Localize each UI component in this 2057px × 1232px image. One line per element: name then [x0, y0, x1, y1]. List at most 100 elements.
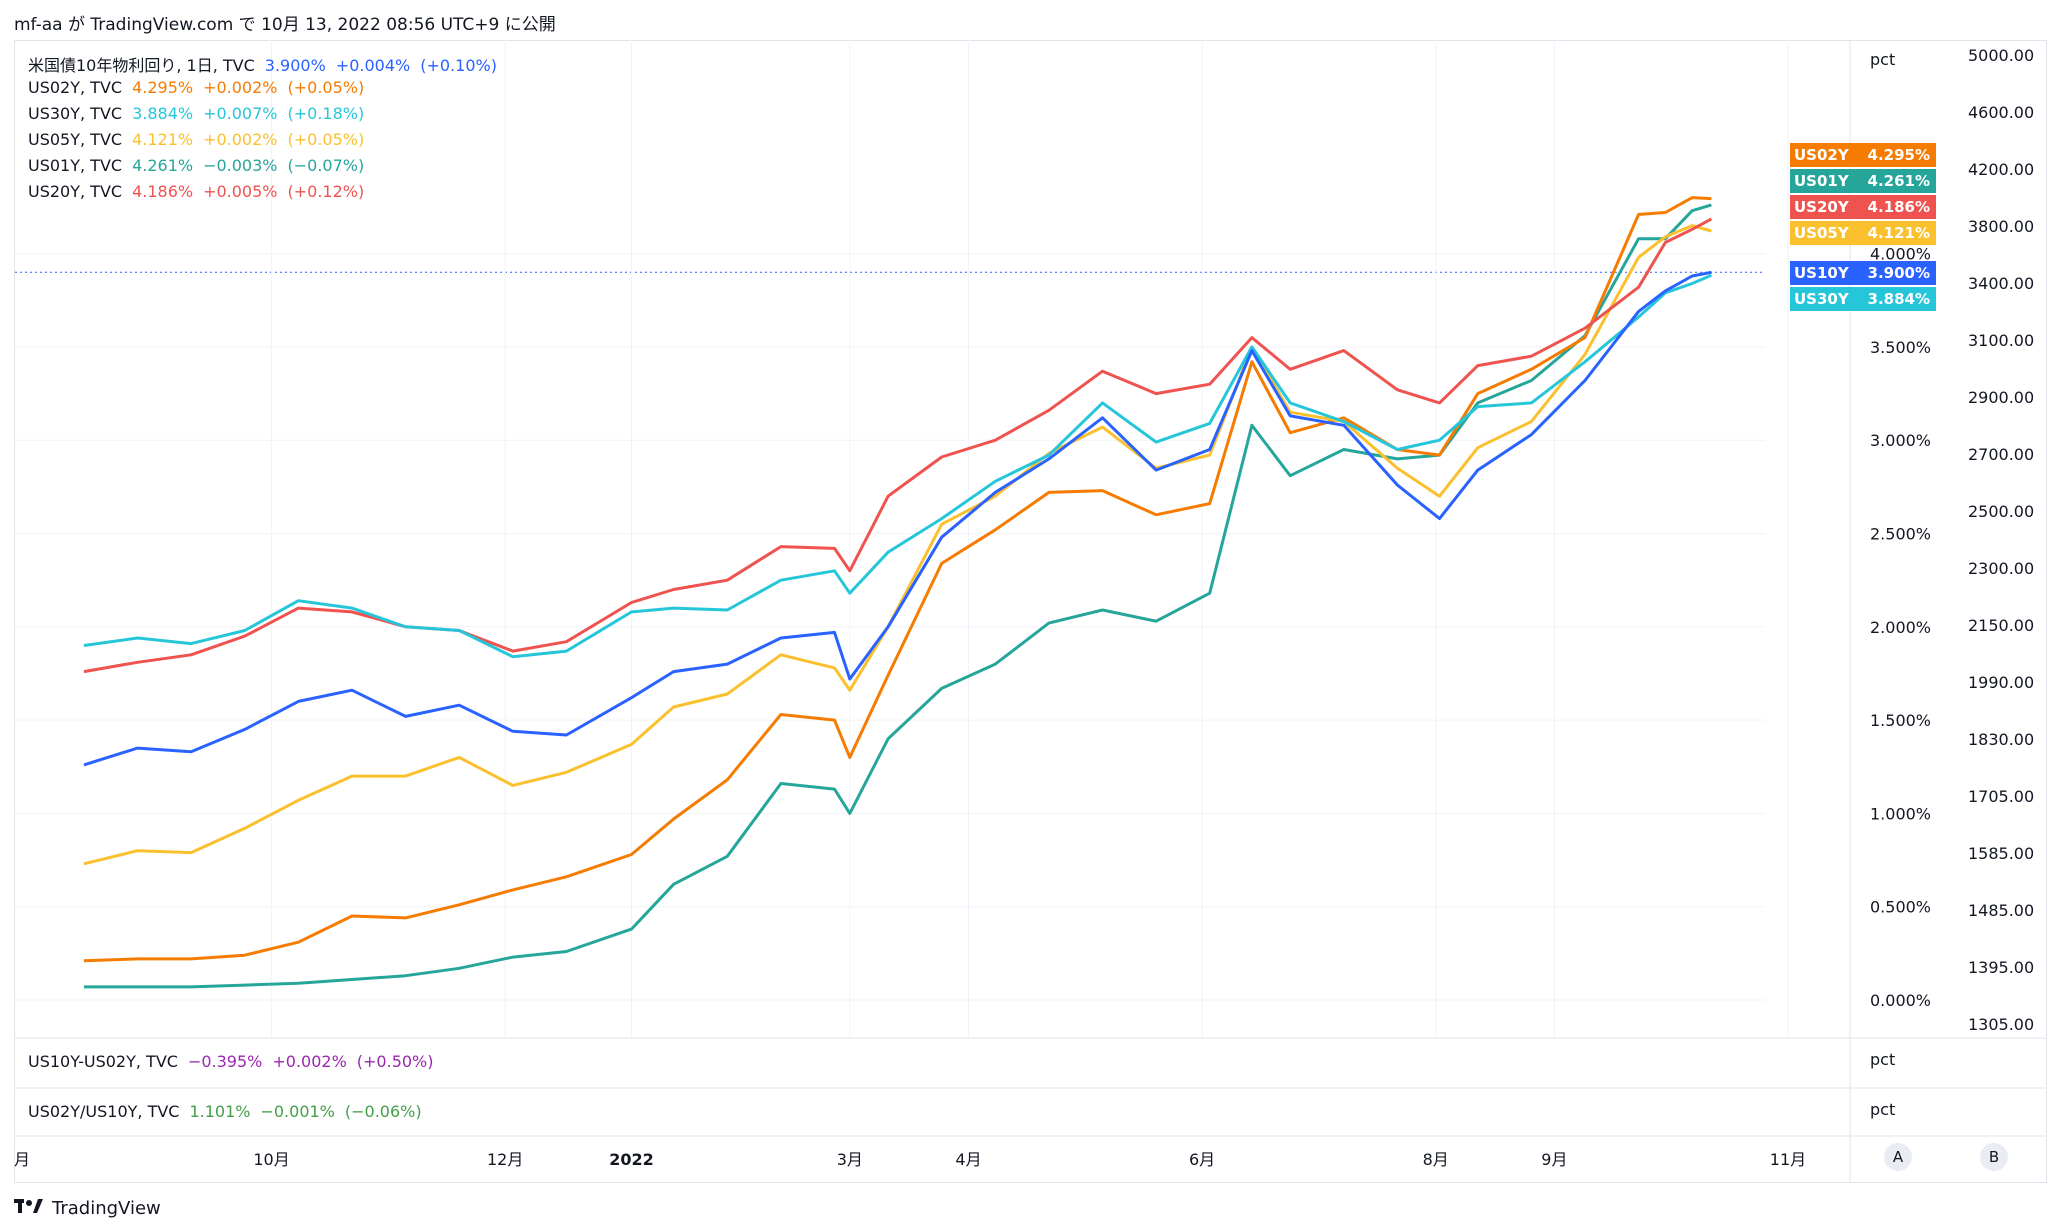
y-tick-label: 2.500%	[1870, 525, 1931, 544]
legend-row[interactable]: US30Y, TVC 3.884% +0.007% (+0.18%)	[28, 104, 374, 123]
y-tick-label: 1.000%	[1870, 804, 1931, 823]
price-badge: US30Y 3.884%	[1790, 287, 1936, 311]
ratio-pct: (−0.06%)	[344, 1102, 422, 1121]
x-tick-label: 11月	[1770, 1150, 1806, 1169]
ratio-name: US02Y/US10Y, TVC	[28, 1102, 180, 1121]
y-tick-right-label: 4200.00	[1968, 160, 2034, 179]
legend-name: US01Y, TVC	[28, 156, 123, 175]
legend-pct: (+0.05%)	[287, 130, 365, 149]
badge-symbol: US20Y	[1794, 198, 1849, 216]
x-tick-label: 9月	[1541, 1150, 1567, 1169]
legend-name: 米国債10年物利回り, 1日, TVC	[28, 56, 255, 75]
series-line-us01y	[83, 203, 1712, 989]
price-badge: US05Y 4.121%	[1790, 221, 1936, 245]
badge-symbol: US01Y	[1794, 172, 1849, 190]
spread-pct: (+0.50%)	[356, 1052, 434, 1071]
badge-value: 4.121%	[1867, 224, 1930, 242]
x-tick-label: 4月	[955, 1150, 981, 1169]
legend-value: 4.295%	[132, 78, 194, 97]
spread-value: −0.395%	[187, 1052, 263, 1071]
spread-name: US10Y-US02Y, TVC	[28, 1052, 178, 1071]
legend-row[interactable]: US02Y, TVC 4.295% +0.002% (+0.05%)	[28, 78, 374, 97]
badge-symbol: US02Y	[1794, 146, 1849, 164]
legend-name: US20Y, TVC	[28, 182, 123, 201]
series-line-us05y	[83, 224, 1712, 866]
pane-unit-spread: pct	[1870, 1050, 1896, 1069]
pane-unit-ratio: pct	[1870, 1100, 1896, 1119]
legend-value: 3.884%	[132, 104, 194, 123]
y-tick-right-label: 1305.00	[1968, 1015, 2034, 1034]
y-tick-right-label: 1585.00	[1968, 844, 2034, 863]
y-tick-right-label: 2500.00	[1968, 502, 2034, 521]
badge-symbol: US05Y	[1794, 224, 1849, 242]
series-line-us30y	[83, 273, 1712, 659]
x-tick-label: 12月	[487, 1150, 523, 1169]
y-tick-right-label: 4600.00	[1968, 103, 2034, 122]
y-tick-right-label: 2900.00	[1968, 388, 2034, 407]
x-tick-label: 8月	[1423, 1150, 1449, 1169]
x-tick-label: 2022	[609, 1150, 654, 1169]
spread-pane-legend: US10Y-US02Y, TVC −0.395% +0.002% (+0.50%)	[28, 1052, 444, 1071]
y-tick-right-label: 3800.00	[1968, 217, 2034, 236]
chart-frame	[14, 40, 2047, 1183]
series-line-us10y	[83, 270, 1712, 767]
legend-change: +0.005%	[203, 182, 278, 201]
y-tick-right-label: 1830.00	[1968, 730, 2034, 749]
pane-unit-main: pct	[1870, 50, 1896, 69]
x-tick-label: 3月	[837, 1150, 863, 1169]
y-tick-right-label: 1705.00	[1968, 787, 2034, 806]
legend-change: +0.002%	[203, 78, 278, 97]
legend-row[interactable]: US05Y, TVC 4.121% +0.002% (+0.05%)	[28, 130, 374, 149]
legend-name: US05Y, TVC	[28, 130, 123, 149]
y-tick-right-label: 5000.00	[1968, 46, 2034, 65]
x-tick-label: 10月	[253, 1150, 289, 1169]
legend-pct: (+0.12%)	[287, 182, 365, 201]
legend-row[interactable]: US20Y, TVC 4.186% +0.005% (+0.12%)	[28, 182, 374, 201]
x-tick-label: 6月	[1189, 1150, 1215, 1169]
y-tick-label: 3.000%	[1870, 431, 1931, 450]
legend-pct: (−0.07%)	[287, 156, 365, 175]
legend-value: 3.900%	[264, 56, 326, 75]
price-badge: US01Y 4.261%	[1790, 169, 1936, 193]
y-tick-right-label: 1485.00	[1968, 901, 2034, 920]
y-tick-right-label: 1990.00	[1968, 673, 2034, 692]
y-tick-label: 2.000%	[1870, 618, 1931, 637]
price-badge: US02Y 4.295%	[1790, 143, 1936, 167]
x-tick-label: 月	[14, 1150, 30, 1169]
badge-value: 4.295%	[1867, 146, 1930, 164]
legend-row[interactable]: 米国債10年物利回り, 1日, TVC 3.900% +0.004% (+0.10%)	[28, 52, 507, 76]
legend-pct: (+0.05%)	[287, 78, 365, 97]
scale-auto-button[interactable]: A	[1884, 1143, 1912, 1171]
price-badge: US20Y 4.186%	[1790, 195, 1936, 219]
badge-value: 3.884%	[1867, 290, 1930, 308]
badge-symbol: US30Y	[1794, 290, 1849, 308]
badge-symbol: US10Y	[1794, 264, 1849, 282]
spread-change: +0.002%	[272, 1052, 347, 1071]
scale-b-button[interactable]: B	[1980, 1143, 2008, 1171]
badge-value: 4.261%	[1867, 172, 1930, 190]
legend-change: +0.002%	[203, 130, 278, 149]
y-tick-label: 1.500%	[1870, 711, 1931, 730]
ratio-value: 1.101%	[189, 1102, 251, 1121]
footer: TradingView	[14, 1196, 161, 1220]
y-tick-right-label: 1395.00	[1968, 958, 2034, 977]
y-tick-right-label: 2150.00	[1968, 616, 2034, 635]
legend-value: 4.261%	[132, 156, 194, 175]
legend-pct: (+0.10%)	[420, 56, 497, 75]
footer-brand[interactable]: TradingView	[52, 1197, 161, 1219]
y-tick-label: 0.000%	[1870, 991, 1931, 1010]
y-tick-right-label: 3400.00	[1968, 274, 2034, 293]
y-tick-label: 0.500%	[1870, 898, 1931, 917]
legend-change: −0.003%	[203, 156, 278, 175]
y-tick-right-label: 3100.00	[1968, 331, 2034, 350]
publish-info: mf-aa が TradingView.com で 10月 13, 2022 0…	[14, 15, 556, 35]
y-tick-right-label: 2300.00	[1968, 559, 2034, 578]
y-tick-label: 3.500%	[1870, 338, 1931, 357]
tradingview-logo-icon[interactable]	[14, 1196, 44, 1220]
legend-row[interactable]: US01Y, TVC 4.261% −0.003% (−0.07%)	[28, 156, 374, 175]
legend-pct: (+0.18%)	[287, 104, 365, 123]
price-badge: US10Y 3.900%	[1790, 261, 1936, 285]
legend-change: +0.007%	[203, 104, 278, 123]
series-line-us02y	[83, 196, 1712, 963]
